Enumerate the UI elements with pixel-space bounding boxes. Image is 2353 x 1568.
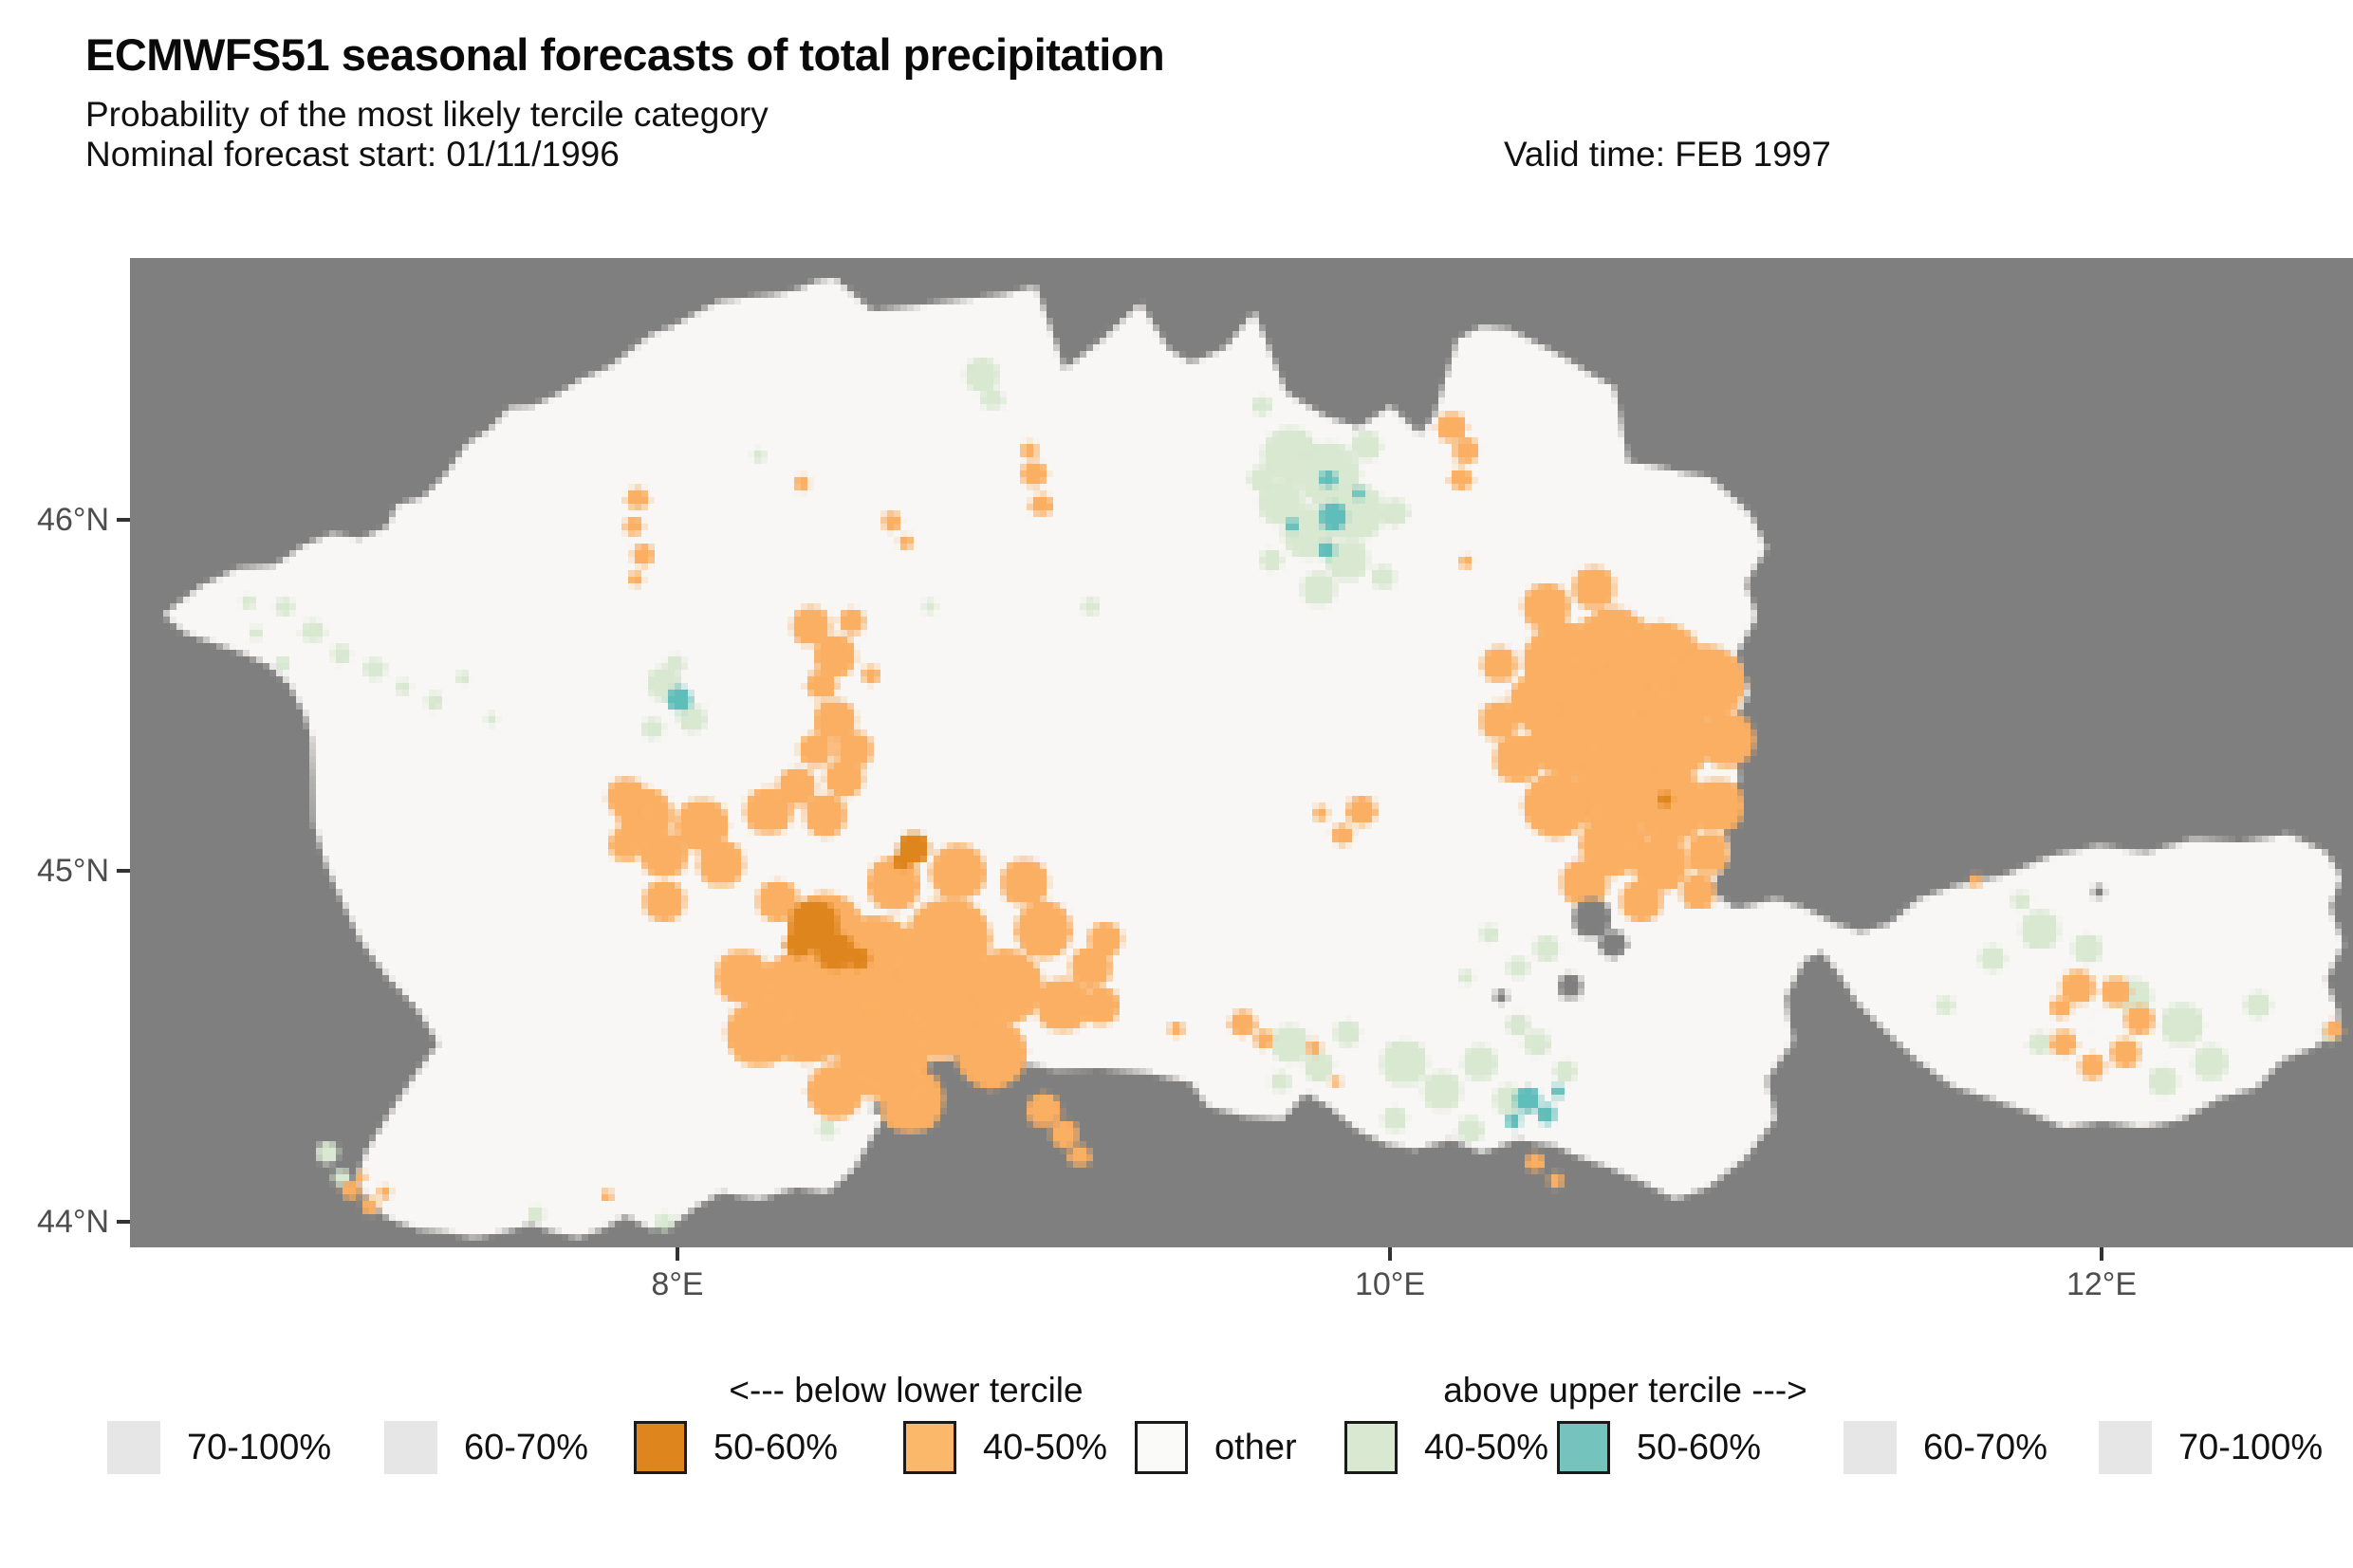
forecast-start-label: Nominal forecast start: 01/11/1996 (85, 135, 620, 174)
legend-item-4: 40-50% (903, 1421, 1107, 1474)
x-axis-label: 8°E (651, 1266, 704, 1302)
legend-item-7: 50-60% (1557, 1421, 1761, 1474)
legend-item-1: 70-100% (107, 1421, 331, 1474)
y-axis-tick (117, 869, 130, 873)
forecast-map-canvas (130, 258, 2353, 1247)
valid-time-label: Valid time: FEB 1997 (1504, 135, 1831, 174)
legend-swatch (1344, 1421, 1398, 1474)
map-panel (130, 258, 2353, 1247)
legend-label: 70-100% (2178, 1428, 2324, 1467)
y-axis-tick (117, 518, 130, 522)
legend-swatch (634, 1421, 687, 1474)
y-axis-label: 45°N (37, 853, 109, 889)
legend-swatch (1843, 1421, 1897, 1474)
legend-swatch (1135, 1421, 1188, 1474)
legend-header-below-tercile: <--- below lower tercile (729, 1371, 1084, 1410)
legend-swatch (1557, 1421, 1610, 1474)
legend-item-6: 40-50% (1344, 1421, 1548, 1474)
legend-item-8: 60-70% (1843, 1421, 2047, 1474)
legend-swatch (384, 1421, 437, 1474)
page-title: ECMWFS51 seasonal forecasts of total pre… (85, 29, 1165, 80)
x-axis-tick (2100, 1247, 2103, 1261)
legend-item-5: other (1135, 1421, 1297, 1474)
subtitle: Probability of the most likely tercile c… (85, 95, 769, 134)
legend-header-above-tercile: above upper tercile ---> (1443, 1371, 1807, 1410)
y-axis-tick (117, 1220, 130, 1224)
legend-label: 40-50% (983, 1428, 1107, 1467)
legend-item-3: 50-60% (634, 1421, 838, 1474)
y-axis-label: 46°N (37, 502, 109, 538)
x-axis-label: 12°E (2066, 1266, 2138, 1302)
legend-label: other (1214, 1428, 1297, 1467)
legend-item-9: 70-100% (2099, 1421, 2323, 1474)
x-axis-label: 10°E (1354, 1266, 1426, 1302)
legend-swatch (107, 1421, 160, 1474)
legend-label: 50-60% (713, 1428, 838, 1467)
legend-swatch (2099, 1421, 2152, 1474)
legend-label: 70-100% (187, 1428, 332, 1467)
x-axis-tick (1388, 1247, 1392, 1261)
legend-label: 40-50% (1424, 1428, 1548, 1467)
x-axis-tick (676, 1247, 679, 1261)
legend-label: 50-60% (1637, 1428, 1761, 1467)
legend-label: 60-70% (464, 1428, 588, 1467)
legend-swatch (903, 1421, 956, 1474)
legend-label: 60-70% (1923, 1428, 2047, 1467)
legend-item-2: 60-70% (384, 1421, 588, 1474)
y-axis-label: 44°N (37, 1204, 109, 1240)
